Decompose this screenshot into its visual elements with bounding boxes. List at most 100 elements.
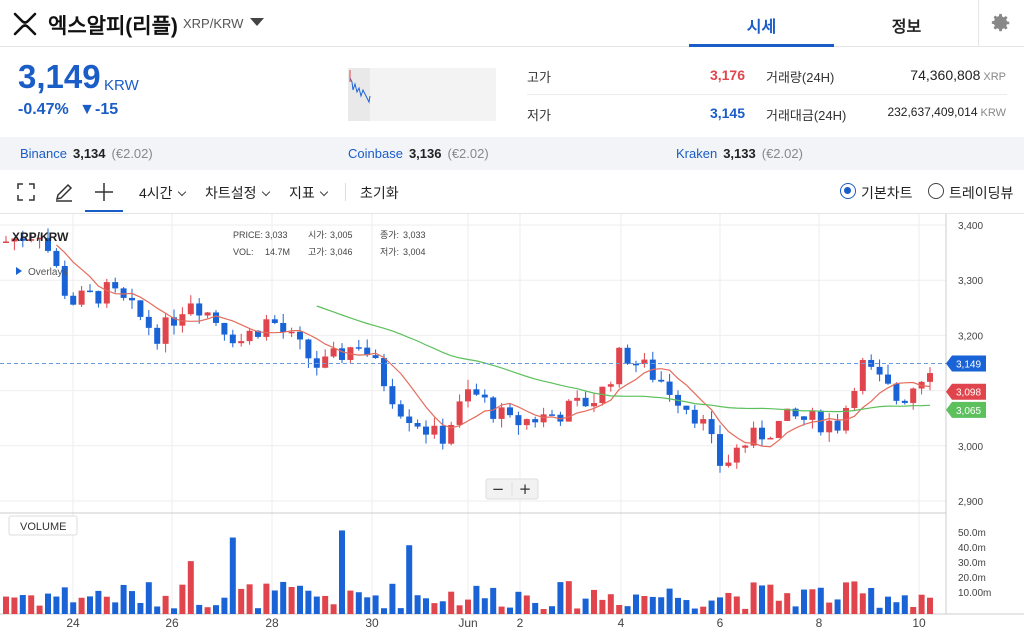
volume-bar	[221, 597, 228, 614]
candle	[137, 300, 144, 317]
volume-bar	[910, 607, 917, 614]
candle	[742, 445, 749, 448]
candle	[565, 400, 572, 422]
volume-bar	[78, 597, 85, 614]
candle	[717, 434, 723, 466]
volume-bar	[213, 605, 219, 614]
candle	[53, 250, 60, 266]
volume-bar	[129, 591, 135, 614]
volume-bar	[868, 587, 875, 614]
candle	[355, 347, 362, 349]
price-badge	[946, 383, 986, 400]
candle	[322, 356, 329, 368]
volume-bar	[355, 592, 362, 614]
volume-bar	[70, 602, 77, 614]
candle	[3, 241, 9, 243]
volume-bar	[305, 590, 312, 614]
chevron-down-icon	[261, 187, 270, 197]
volume-bar	[666, 588, 673, 614]
tab-price[interactable]: 시세	[746, 19, 777, 36]
pair-label: XRP/KRW	[183, 16, 244, 31]
reset-button[interactable]: 초기화	[360, 185, 399, 201]
fullscreen-icon[interactable]	[15, 181, 37, 203]
exchange-name[interactable]: Binance	[20, 146, 67, 161]
candlestick-chart[interactable]: 3,4003,3003,2003,1003,0002,90050.0m40.0m…	[0, 214, 1024, 642]
candle	[19, 238, 26, 241]
volume-bar	[775, 600, 782, 614]
candle	[624, 347, 631, 364]
volume-bar	[498, 606, 505, 614]
y-tick-label: 2,900	[958, 497, 983, 508]
volume-bar	[11, 597, 18, 614]
candle	[246, 330, 253, 342]
candle	[775, 420, 782, 438]
exchange-name[interactable]: Kraken	[676, 146, 718, 161]
volume-bar	[817, 587, 824, 614]
volume-bar	[532, 602, 539, 614]
candle	[633, 363, 639, 366]
x-tick-label: 8	[816, 616, 823, 630]
candle	[591, 403, 597, 407]
zoom-in-button[interactable]: +	[519, 480, 532, 498]
interval-select[interactable]: 4시간	[139, 183, 186, 203]
high-value: 3,176	[709, 67, 745, 83]
volume-bar	[280, 581, 287, 614]
tradingview-label: 트레이딩뷰	[949, 185, 1014, 201]
exchange-name[interactable]: Coinbase	[348, 146, 403, 161]
volume-bar	[439, 601, 446, 614]
price-change: -0.47% ▼-15	[18, 101, 118, 119]
tab-info[interactable]: 정보	[891, 19, 922, 36]
candle	[448, 424, 455, 444]
volume-bar	[641, 595, 648, 614]
candle	[901, 400, 908, 403]
candle	[708, 419, 715, 435]
chevron-down-icon[interactable]	[250, 18, 264, 26]
price-badge-label: 3,098	[956, 388, 981, 399]
candle	[431, 425, 438, 435]
volume-bar	[708, 600, 715, 614]
candle	[339, 348, 345, 360]
legend-item: 3,004	[403, 247, 426, 257]
volume-bar	[901, 595, 908, 614]
basic-chart-label: 기본차트	[861, 185, 913, 201]
candle	[120, 288, 127, 298]
volume-bar	[381, 608, 387, 614]
crosshair-icon[interactable]	[93, 181, 115, 203]
indicators-menu[interactable]: 지표	[289, 183, 329, 203]
volume-bar	[507, 607, 513, 614]
chart-settings-label: 차트설정	[205, 185, 257, 201]
pencil-icon[interactable]	[53, 181, 75, 203]
tool-active-indicator	[85, 210, 123, 212]
volume-bar	[389, 583, 396, 614]
legend-item: 3,033	[403, 230, 426, 240]
volume-bar	[28, 595, 35, 614]
volume-bar	[431, 603, 438, 614]
tradingview-radio[interactable]	[928, 183, 944, 199]
gear-icon[interactable]	[990, 12, 1012, 34]
candle	[61, 265, 68, 296]
legend-item: VOL:	[233, 247, 254, 257]
candle	[666, 381, 673, 395]
volume-bar	[557, 582, 564, 614]
volume-bar	[893, 602, 900, 614]
legend-item: 3,033	[265, 230, 288, 240]
volume-bar	[61, 587, 68, 614]
x-tick-label: 2	[517, 616, 524, 630]
exchange-binance: Binance 3,134 (€2.02)	[20, 146, 153, 161]
y-tick-label: 3,000	[958, 442, 983, 453]
volume-bar	[196, 604, 203, 614]
candle	[859, 359, 866, 391]
volume-label: 거래량(24H)	[766, 70, 835, 85]
volume-bar	[414, 595, 421, 614]
chart-settings-menu[interactable]: 차트설정	[205, 183, 270, 203]
volume-bar	[717, 597, 723, 614]
x-tick-label: 24	[66, 616, 80, 630]
candle	[229, 334, 236, 344]
candle	[490, 397, 497, 419]
zoom-out-button[interactable]: −	[492, 480, 505, 498]
basic-chart-radio[interactable]	[840, 183, 856, 199]
x-tick-label: 26	[165, 616, 179, 630]
volume-bar	[179, 584, 186, 614]
candle	[414, 422, 421, 427]
